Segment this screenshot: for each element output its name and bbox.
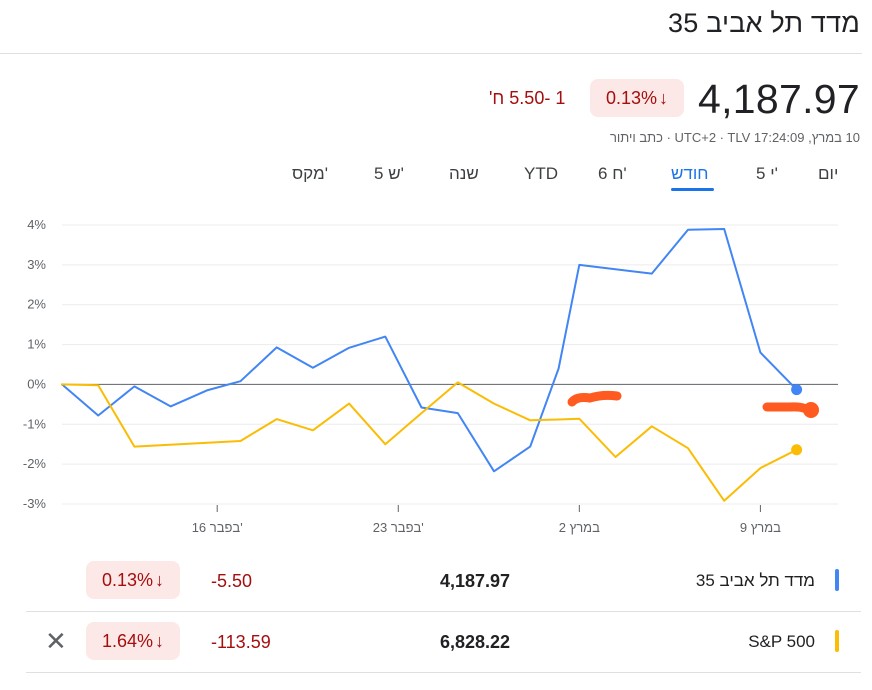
series-percent: 1.64% (101, 630, 154, 651)
series-color-swatch (835, 569, 839, 591)
tab-5-years[interactable]: 5 ש' (374, 164, 404, 183)
series-percent-badge: 0.13% ↓ (86, 561, 180, 599)
tab-max[interactable]: מקס' (292, 164, 328, 183)
legend-divider-bottom (26, 672, 861, 673)
tab-year[interactable]: שנה (449, 164, 479, 183)
legend-divider (26, 611, 861, 612)
y-tick-label: -2% (23, 456, 47, 471)
y-tick-label: 0% (27, 376, 46, 391)
y-tick-label: -1% (23, 416, 47, 431)
range-tabs: יום 5 י' חודש 6 ח' YTD שנה 5 ש' מקס' (0, 160, 872, 190)
timestamp-disclaimer: 10 במרץ, 17:24:09 UTC+2 · TLV · כתב ויתו… (609, 130, 860, 145)
percent-change-value: 0.13% (605, 87, 658, 108)
series-color-swatch (835, 630, 839, 652)
active-tab-indicator (671, 188, 714, 191)
x-tick-label: 2 במרץ (559, 520, 600, 535)
series-end-point-0 (791, 384, 803, 396)
x-tick-label: 9 במרץ (740, 520, 781, 535)
y-tick-label: 4% (27, 217, 46, 232)
remove-comparison-close-icon[interactable]: ✕ (45, 626, 67, 656)
series-name: S&P 500 (748, 632, 815, 651)
y-tick-label: 3% (27, 257, 46, 272)
series-name: מדד תל אביב 35 (695, 571, 815, 590)
tab-ytd[interactable]: YTD (524, 164, 558, 183)
series-percent-badge: 1.64% ↓ (86, 622, 180, 660)
tab-month[interactable]: חודש (671, 164, 709, 183)
tab-day[interactable]: יום (818, 164, 839, 183)
y-tick-label: 2% (27, 297, 46, 312)
legend-row-sp500[interactable]: S&P 500 6,828.22 -113.59 1.64% ↓ ✕ (26, 613, 861, 671)
down-arrow-icon: ↓ (155, 569, 165, 590)
title-divider (0, 53, 862, 54)
legend-row-ta35[interactable]: מדד תל אביב 35 4,187.97 -5.50 0.13% ↓ (26, 552, 861, 610)
y-tick-label: 1% (27, 337, 46, 352)
x-tick-label: 23 בפבר' (373, 520, 424, 535)
series-percent: 0.13% (101, 569, 154, 590)
tab-6-months[interactable]: 6 ח' (598, 164, 627, 183)
annotation-scribble-2 (762, 402, 817, 418)
series-end-point-1 (791, 444, 803, 456)
y-tick-label: -3% (23, 496, 47, 511)
current-price: 4,187.97 (698, 76, 860, 122)
tab-5-days[interactable]: 5 י' (756, 164, 778, 183)
series-price: 6,828.22 (440, 632, 511, 652)
percent-change-badge: 0.13% ↓ (590, 79, 684, 117)
absolute-change: 1 -5.50 ח' (489, 88, 566, 108)
series-line-1 (61, 381, 798, 502)
annotation-scribble-1 (567, 390, 622, 407)
down-arrow-icon: ↓ (659, 87, 669, 108)
series-price: 4,187.97 (440, 571, 511, 591)
series-change: -113.59 (211, 632, 271, 652)
x-tick-label: 16 בפבר' (192, 520, 243, 535)
down-arrow-icon: ↓ (155, 630, 165, 651)
series-change: -5.50 (211, 571, 253, 591)
series-line-0 (61, 228, 798, 473)
page-title: מדד תל אביב 35 (668, 8, 860, 38)
annotation-scribble-dot (803, 402, 819, 418)
